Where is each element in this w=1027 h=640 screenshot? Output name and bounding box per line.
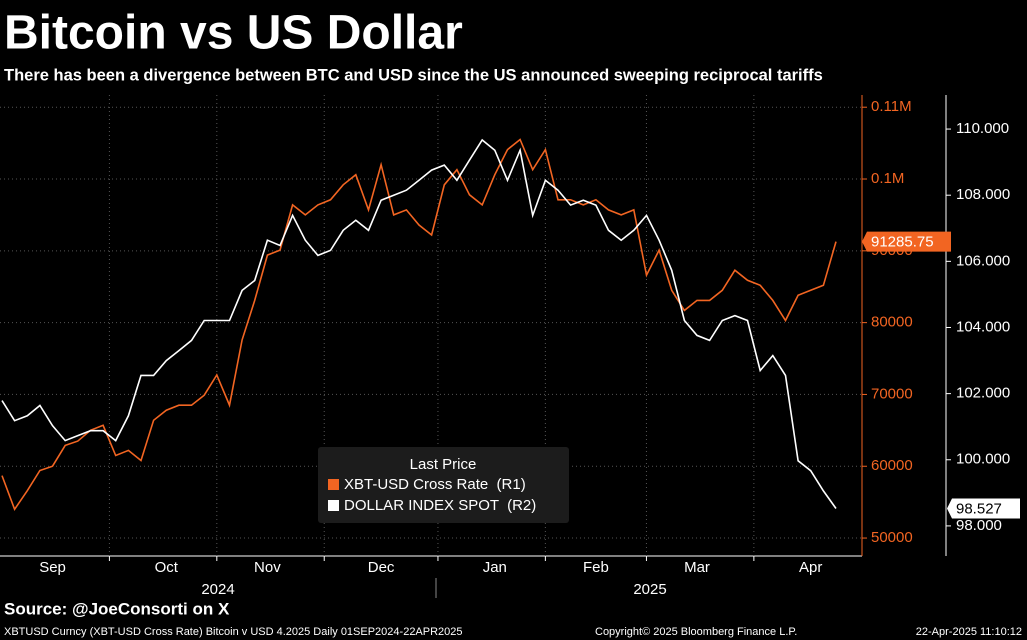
- y-tick-label: 80000: [871, 314, 913, 331]
- y2-tick-label: 104.000: [956, 318, 1010, 335]
- legend-label: DOLLAR INDEX SPOT (R2): [344, 497, 536, 514]
- x-tick-label: Oct: [155, 559, 179, 576]
- source: Source: @JoeConsorti on X: [4, 599, 230, 618]
- y-tick-label: 60000: [871, 457, 913, 474]
- y-tick-label: 70000: [871, 385, 913, 402]
- y2-tick-label: 98.000: [956, 517, 1002, 534]
- last-price-label: 91285.75: [871, 234, 934, 251]
- last-price-pointer: [947, 498, 1020, 519]
- x-tick-label: Sep: [39, 559, 66, 576]
- year-label: 2025: [633, 581, 666, 598]
- y-tick-label: 0.11M: [871, 98, 912, 115]
- x-tick-label: Mar: [684, 559, 710, 576]
- y2-tick-label: 102.000: [956, 385, 1010, 402]
- legend-swatch: [328, 500, 339, 511]
- y2-tick-label: 110.000: [956, 120, 1009, 137]
- y-tick-label: 50000: [871, 529, 913, 546]
- chart-title: Bitcoin vs US Dollar: [4, 7, 463, 60]
- x-tick-label: Apr: [799, 559, 822, 576]
- x-tick-label: Dec: [368, 559, 395, 576]
- x-tick-label: Jan: [483, 559, 507, 576]
- y2-tick-label: 108.000: [956, 186, 1010, 203]
- legend-label: XBT-USD Cross Rate (R1): [344, 476, 526, 493]
- last-price-label: 98.527: [956, 500, 1002, 517]
- y2-tick-label: 106.000: [956, 252, 1010, 269]
- legend-swatch: [328, 479, 339, 490]
- chart-subtitle: There has been a divergence between BTC …: [4, 66, 823, 84]
- x-tick-label: Feb: [583, 559, 609, 576]
- x-tick-label: Nov: [254, 559, 281, 576]
- footer-note: XBTUSD Curncy (XBT-USD Cross Rate) Bitco…: [4, 626, 463, 638]
- series-line: [1, 138, 837, 509]
- last-price-pointer: [862, 231, 951, 252]
- legend-title: Last Price: [410, 456, 477, 473]
- series-line: [1, 138, 837, 512]
- copyright: Copyright© 2025 Bloomberg Finance L.P.: [595, 626, 797, 638]
- legend-box: [318, 447, 569, 523]
- year-label: 2024: [201, 581, 234, 598]
- y-tick-label: 0.1M: [871, 170, 904, 187]
- timestamp: 22-Apr-2025 11:10:12: [916, 626, 1022, 638]
- y2-tick-label: 100.000: [956, 451, 1010, 468]
